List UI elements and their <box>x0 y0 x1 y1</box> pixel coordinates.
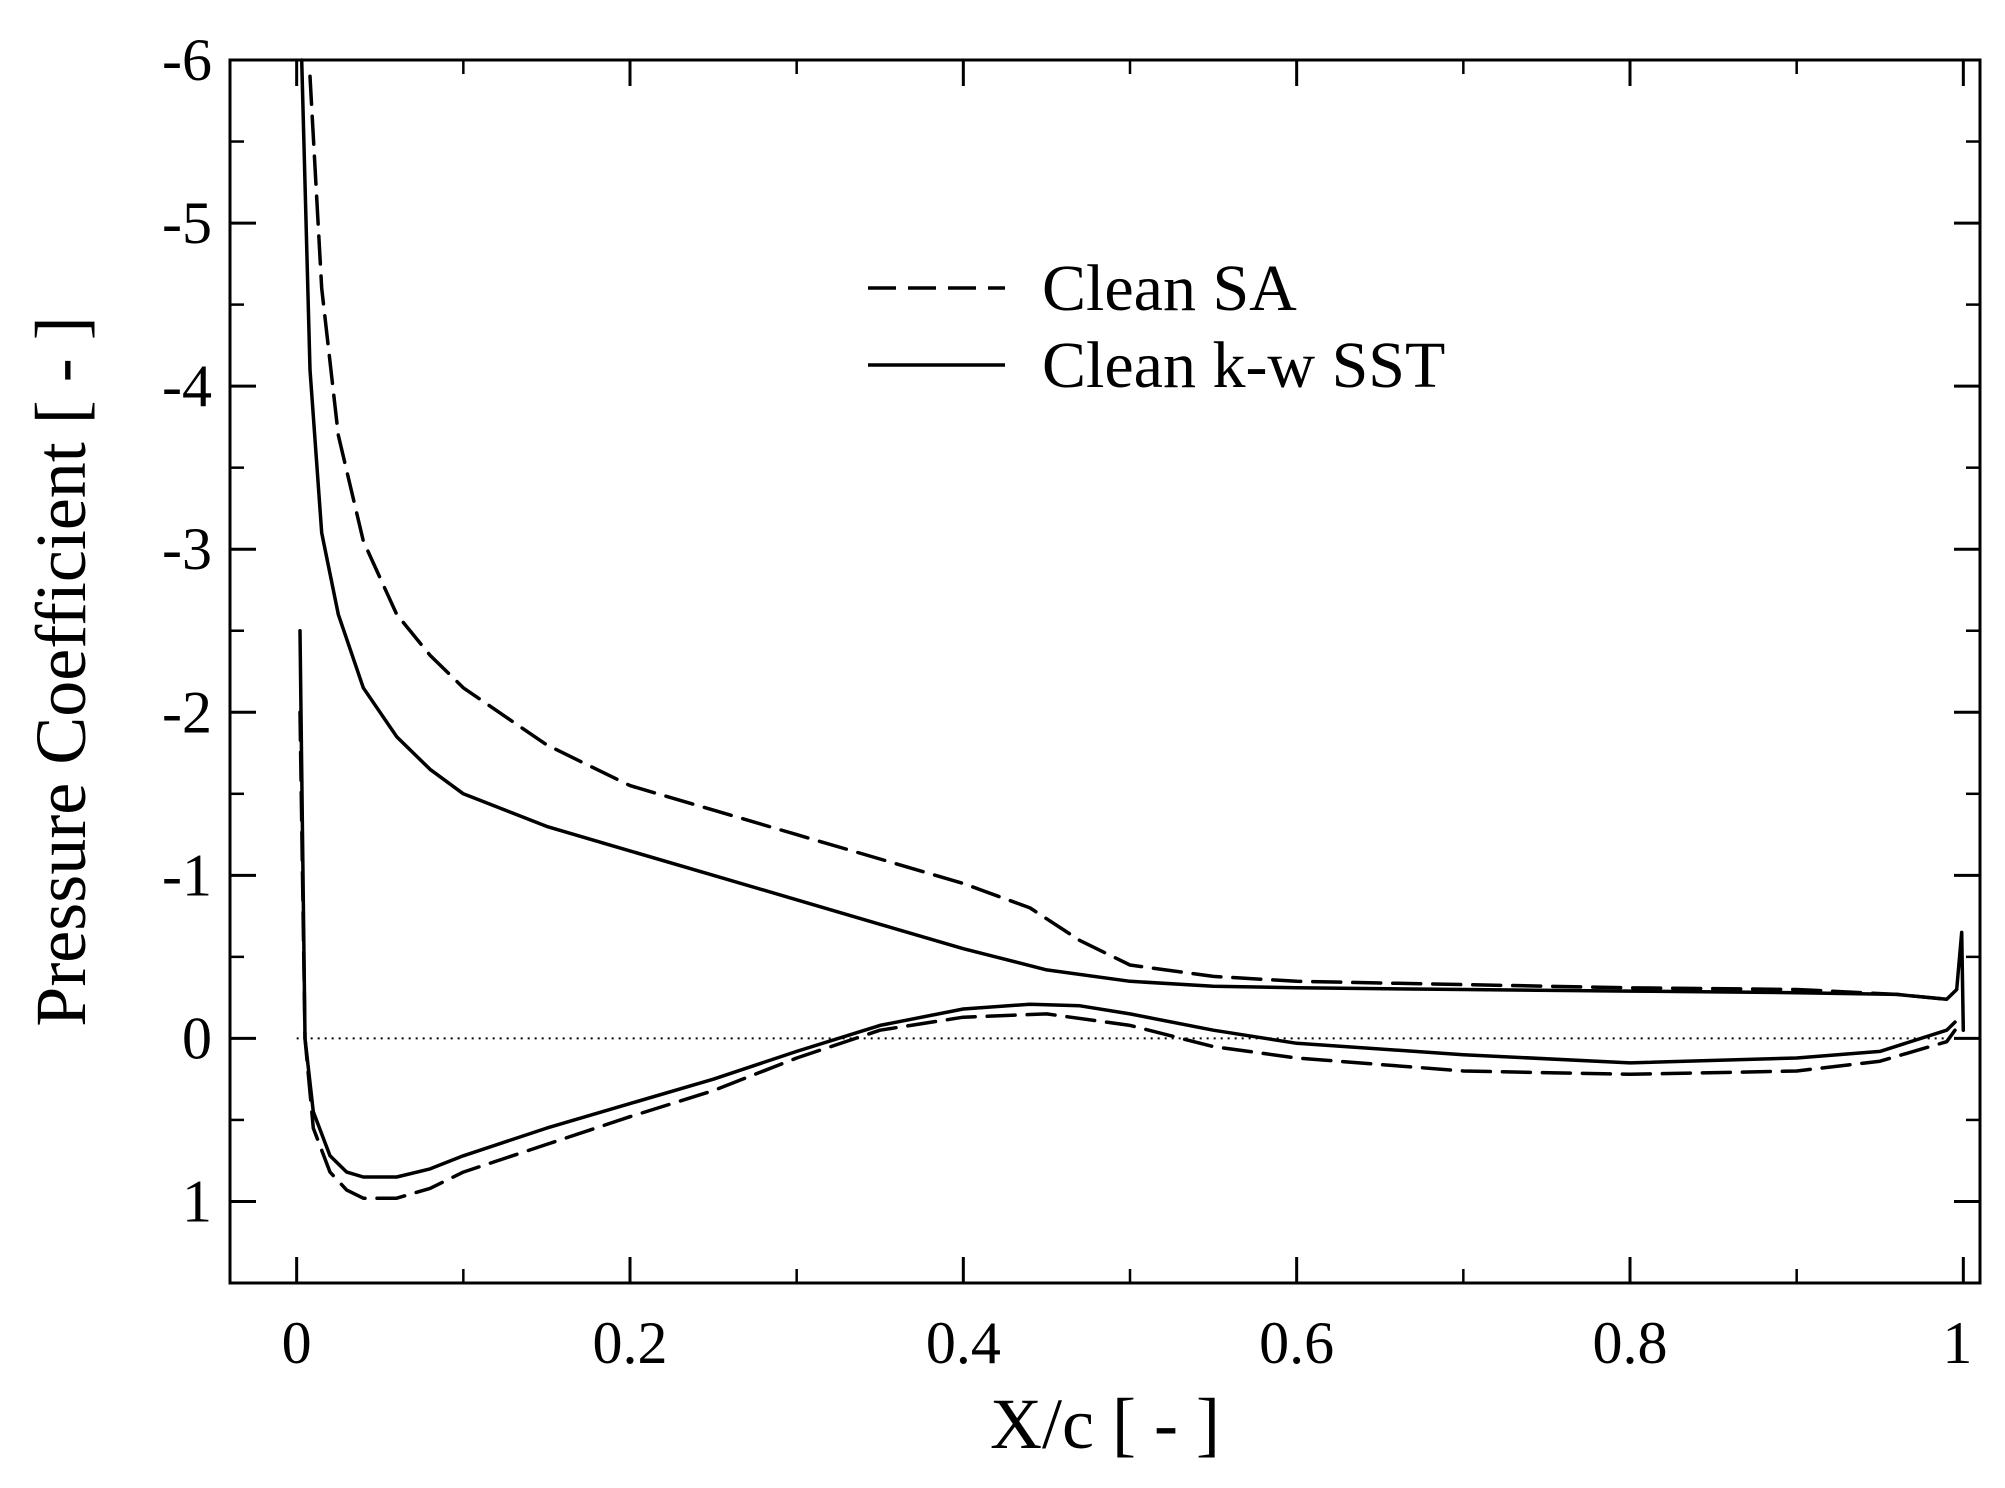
y-tick-label: -5 <box>162 190 212 256</box>
series-clean-k-w-sst-upper-surface-line <box>299 58 1966 1032</box>
plot-frame <box>228 58 1982 1285</box>
y-tick-label: 1 <box>182 1168 212 1234</box>
y-tick-label: -4 <box>162 353 212 419</box>
x-tick-label: 0.4 <box>926 1310 1001 1376</box>
series-clean-sa-lower-surface-line <box>298 710 1957 1200</box>
x-tick-label: 0.6 <box>1259 1310 1334 1376</box>
y-tick-label: -6 <box>162 27 212 93</box>
series-clean-sa-upper-surface-line <box>308 74 1949 1002</box>
x-tick-label: 0.8 <box>1593 1310 1668 1376</box>
legend-label: Clean SA <box>1042 252 1297 325</box>
y-tick-label: 0 <box>182 1005 212 1071</box>
y-axis-title: Pressure Coefficient [ - ] <box>21 316 101 1026</box>
legend-label: Clean k-w SST <box>1042 329 1445 402</box>
y-tick-label: -1 <box>162 842 212 908</box>
y-tick-label: -3 <box>162 516 212 582</box>
y-tick-label: -2 <box>162 679 212 745</box>
series-clean-k-w-sst-lower-surface-line <box>298 628 1957 1179</box>
x-tick-label: 1 <box>1942 1310 1972 1376</box>
x-axis-title: X/c [ - ] <box>990 1384 1220 1464</box>
x-tick-label: 0 <box>282 1310 312 1376</box>
x-tick-label: 0.2 <box>593 1310 668 1376</box>
